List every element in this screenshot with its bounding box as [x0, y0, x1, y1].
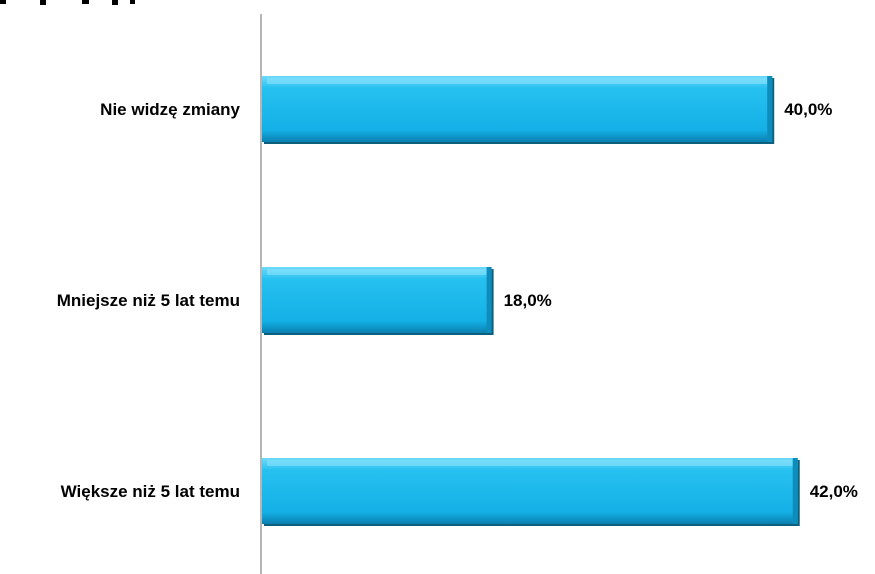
bar-edge	[767, 76, 773, 142]
bar-2	[262, 458, 800, 526]
bar-highlight	[267, 269, 487, 275]
labels-layer: Nie widzę zmiany 40,0% Mniejsze niż 5 lat …	[57, 100, 858, 501]
bar-fill	[262, 76, 773, 142]
bars-layer	[262, 76, 800, 526]
category-label: Nie widzę zmiany	[100, 100, 240, 119]
chart-title-fragment	[0, 0, 135, 5]
data-label: 42,0%	[810, 482, 858, 501]
category-label: Mniejsze niż 5 lat temu	[57, 291, 240, 310]
bar-edge	[486, 267, 492, 333]
bar-fill	[262, 458, 798, 524]
bar-1	[262, 267, 494, 335]
data-label: 18,0%	[504, 291, 552, 310]
bar-0	[262, 76, 775, 144]
data-label: 40,0%	[784, 100, 832, 119]
bar-highlight	[267, 460, 793, 466]
bar-edge	[792, 458, 798, 524]
category-label: Większe niż 5 lat temu	[61, 482, 240, 501]
bar-highlight	[267, 78, 768, 84]
bar-fill	[262, 267, 492, 333]
